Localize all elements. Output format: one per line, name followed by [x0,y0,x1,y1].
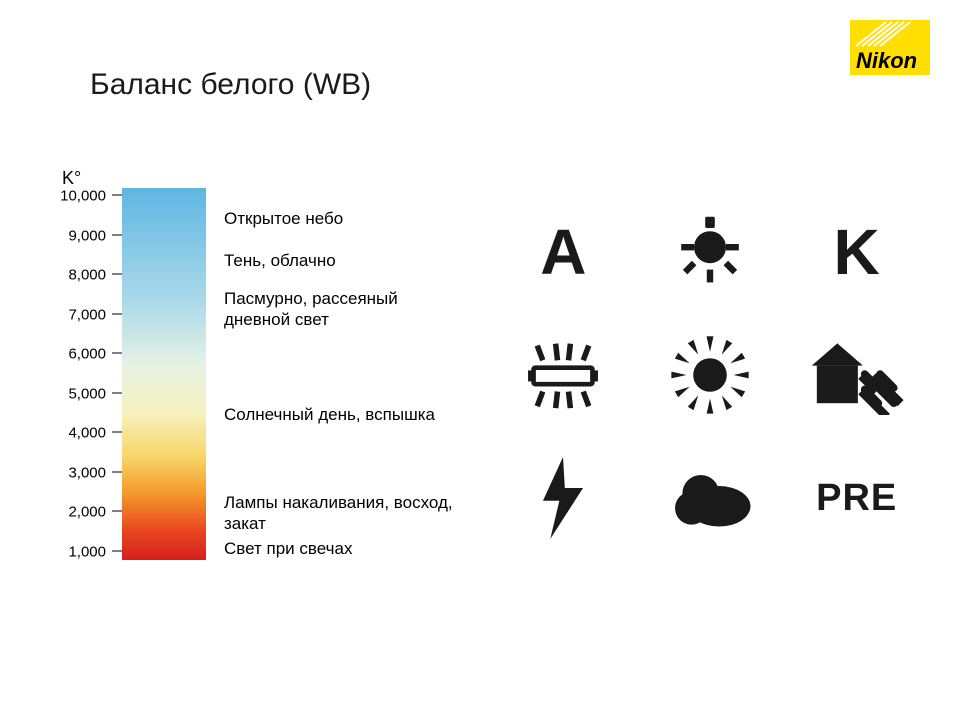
light-source-desc: Открытое небо [224,208,343,229]
wb-preset-icon: PRE [816,477,897,520]
kelvin-tick: 6,000 [68,346,122,363]
wb-icon-grid: A K [490,190,930,560]
wb-cloudy-icon [664,463,756,533]
brand-logo: Nikon [850,20,930,75]
light-source-desc: Лампы накаливания, восход, закат [224,492,454,535]
kelvin-tick: 1,000 [68,544,122,561]
kelvin-unit-label: K° [62,168,81,189]
kelvin-ticks: 10,000 9,000 8,000 7,000 6,000 5,000 4,000 3,00… [50,188,122,560]
wb-shade-icon [810,335,904,415]
light-source-desc: Свет при свечах [224,538,352,559]
kelvin-tick: 10,000 [60,188,122,205]
light-source-desc: Солнечный день, вспышка [224,404,435,425]
kelvin-tick: 9,000 [68,227,122,244]
wb-sunny-icon [668,333,752,417]
kelvin-tick: 8,000 [68,267,122,284]
wb-auto-icon: A [540,215,586,289]
kelvin-tick: 7,000 [68,306,122,323]
kelvin-tick: 2,000 [68,504,122,521]
wb-flash-icon [532,457,594,539]
kelvin-color-scale [122,188,206,560]
wb-incandescent-icon [670,212,750,292]
page-title: Баланс белого (WB) [90,68,371,102]
kelvin-tick: 5,000 [68,385,122,402]
brand-name: Nikon [856,48,917,73]
wb-kelvin-icon: K [834,215,880,289]
kelvin-tick: 4,000 [68,425,122,442]
light-source-desc: Тень, облачно [224,250,336,271]
kelvin-tick: 3,000 [68,464,122,481]
light-source-desc: Пасмурно, рассеяный дневной свет [224,288,454,331]
wb-fluorescent-icon [517,335,609,415]
